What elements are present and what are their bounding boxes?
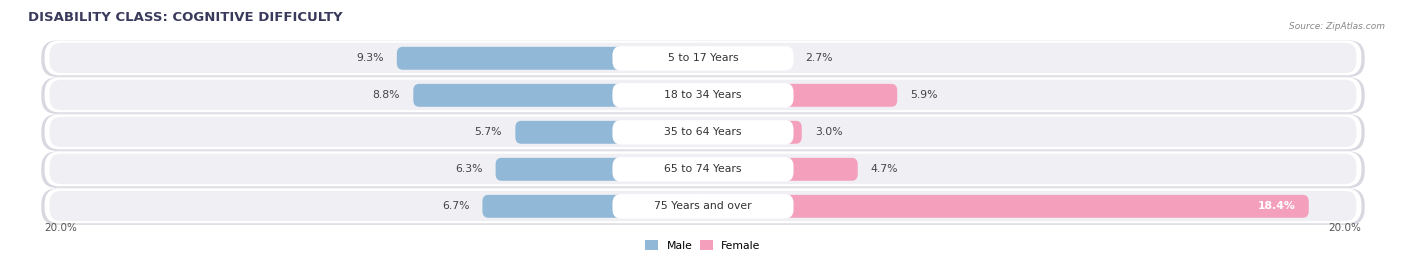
FancyBboxPatch shape: [613, 157, 793, 181]
FancyBboxPatch shape: [703, 158, 858, 181]
Text: 4.7%: 4.7%: [870, 164, 898, 174]
FancyBboxPatch shape: [49, 191, 1357, 221]
Text: 9.3%: 9.3%: [356, 53, 384, 63]
FancyBboxPatch shape: [396, 47, 703, 70]
Text: 65 to 74 Years: 65 to 74 Years: [664, 164, 742, 174]
FancyBboxPatch shape: [41, 188, 1365, 225]
Legend: Male, Female: Male, Female: [645, 240, 761, 251]
FancyBboxPatch shape: [703, 195, 1309, 218]
Text: 5.7%: 5.7%: [475, 127, 502, 137]
FancyBboxPatch shape: [413, 84, 703, 107]
FancyBboxPatch shape: [613, 46, 793, 70]
Text: 75 Years and over: 75 Years and over: [654, 201, 752, 211]
FancyBboxPatch shape: [703, 84, 897, 107]
FancyBboxPatch shape: [41, 77, 1365, 114]
Text: 2.7%: 2.7%: [806, 53, 832, 63]
Text: 18.4%: 18.4%: [1258, 201, 1295, 211]
FancyBboxPatch shape: [41, 151, 1365, 188]
FancyBboxPatch shape: [613, 120, 793, 144]
Text: 3.0%: 3.0%: [815, 127, 842, 137]
Text: 8.8%: 8.8%: [373, 90, 401, 100]
Text: 5.9%: 5.9%: [911, 90, 938, 100]
FancyBboxPatch shape: [41, 40, 1365, 77]
FancyBboxPatch shape: [49, 117, 1357, 147]
FancyBboxPatch shape: [495, 158, 703, 181]
FancyBboxPatch shape: [482, 195, 703, 218]
FancyBboxPatch shape: [45, 77, 1361, 112]
FancyBboxPatch shape: [45, 40, 1361, 75]
FancyBboxPatch shape: [45, 188, 1361, 223]
FancyBboxPatch shape: [703, 47, 792, 70]
FancyBboxPatch shape: [45, 151, 1361, 186]
Text: DISABILITY CLASS: COGNITIVE DIFFICULTY: DISABILITY CLASS: COGNITIVE DIFFICULTY: [28, 11, 343, 24]
Text: 20.0%: 20.0%: [1329, 223, 1361, 233]
FancyBboxPatch shape: [516, 121, 703, 144]
FancyBboxPatch shape: [41, 114, 1365, 151]
Text: 20.0%: 20.0%: [45, 223, 77, 233]
Text: 6.7%: 6.7%: [441, 201, 470, 211]
Text: 18 to 34 Years: 18 to 34 Years: [664, 90, 742, 100]
FancyBboxPatch shape: [613, 194, 793, 218]
FancyBboxPatch shape: [703, 121, 801, 144]
FancyBboxPatch shape: [49, 43, 1357, 73]
FancyBboxPatch shape: [613, 83, 793, 107]
Text: 6.3%: 6.3%: [456, 164, 482, 174]
FancyBboxPatch shape: [45, 114, 1361, 149]
FancyBboxPatch shape: [49, 80, 1357, 110]
Text: 35 to 64 Years: 35 to 64 Years: [664, 127, 742, 137]
Text: Source: ZipAtlas.com: Source: ZipAtlas.com: [1289, 22, 1385, 31]
FancyBboxPatch shape: [49, 154, 1357, 184]
Text: 5 to 17 Years: 5 to 17 Years: [668, 53, 738, 63]
